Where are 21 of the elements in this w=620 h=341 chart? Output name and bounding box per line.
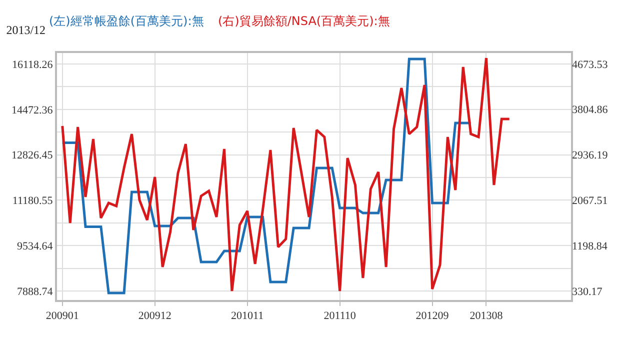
y2-tick-label: 4673.53 — [572, 58, 608, 71]
y-tick-label: 7888.74 — [17, 286, 54, 298]
x-tick-label: 201011 — [231, 310, 264, 322]
x-tick-label: 201209 — [416, 310, 450, 322]
y2-tick-label: 330.17 — [572, 286, 603, 298]
text: (右)貿易餘額/NSA(百萬美元):無 — [218, 14, 390, 28]
x-tick-label: 200912 — [138, 310, 172, 322]
chart-title: 2013/12 — [6, 22, 46, 37]
x-tick-label: 201308 — [470, 310, 504, 322]
y-tick-label: 9534.64 — [17, 240, 54, 252]
y-tick-label: 11180.55 — [12, 195, 54, 208]
y-tick-label: 16118.26 — [12, 58, 54, 71]
text: (左)經常帳盈餘(百萬美元):無 — [49, 14, 204, 28]
x-tick-label: 201110 — [324, 310, 356, 322]
y2-tick-label: 2067.51 — [572, 195, 608, 208]
y-tick-label: 12826.45 — [12, 150, 54, 162]
y-tick-label: 14472.36 — [12, 104, 54, 116]
x-tick-label: 200901 — [46, 310, 79, 322]
y2-tick-label: 3804.86 — [572, 104, 608, 116]
y2-tick-label: 2936.19 — [572, 150, 608, 162]
y2-tick-label: 1198.84 — [572, 240, 608, 252]
